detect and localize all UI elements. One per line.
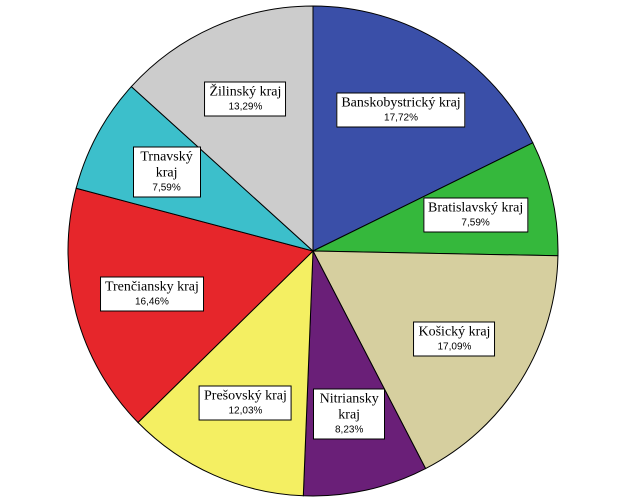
value-label: 17,72% [384,112,418,124]
slice-label: Nitriansky kraj 8,23% [313,388,386,440]
slice-label: Trenčiansky kraj 16,46% [99,276,204,312]
category-label: Banskobystrický kraj [341,95,461,111]
category-label: Bratislavský kraj [427,200,524,216]
value-label: 17,09% [437,341,472,353]
value-label: 8,23% [335,424,364,436]
pie-slice [137,249,314,497]
value-label: 7,59% [152,182,181,194]
slice-label: Trnavský kraj 7,59% [132,146,201,198]
pie-slice [312,250,559,470]
value-label: 13,29% [228,101,263,113]
pie-slice [130,5,314,253]
slice-label: Bratislavský kraj 7,59% [422,197,529,233]
category-label: Trenčiansky kraj [104,279,199,295]
category-label: Nitriansky kraj [319,391,379,423]
category-label: Prešovský kraj [204,388,287,404]
pie-slice [312,5,534,252]
slice-label: Banskobystrický kraj 17,72% [336,92,466,128]
category-label: Košický kraj [418,324,491,340]
slice-label: Prešovský kraj 12,03% [199,385,292,421]
value-label: 7,59% [461,217,490,229]
category-label: Trnavský kraj [140,149,193,181]
value-label: 16,46% [134,296,169,308]
slice-label: Žilinský kraj 13,29% [204,81,287,117]
category-label: Žilinský kraj [209,84,282,100]
slice-label: Košický kraj 17,09% [413,321,496,357]
value-label: 12,03% [228,405,263,417]
